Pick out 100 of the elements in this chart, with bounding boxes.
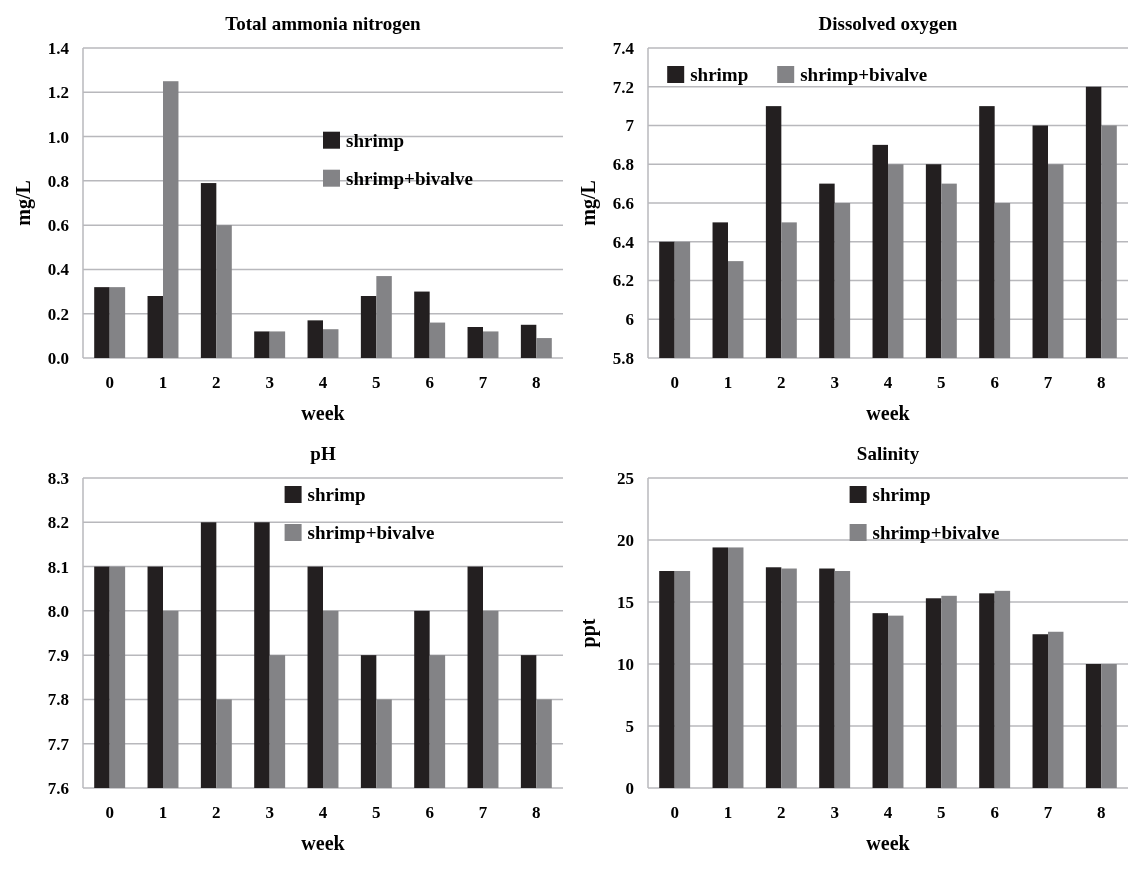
y-tick-label: 6.6 (612, 193, 634, 213)
legend-label: shrimp (307, 484, 366, 506)
bar (467, 327, 483, 358)
bar (429, 322, 446, 358)
bar (1085, 664, 1102, 788)
x-tick-label: 8 (532, 803, 541, 822)
bar (376, 276, 392, 358)
x-tick-label: 7 (1043, 803, 1053, 822)
bar (712, 547, 728, 788)
bar (109, 287, 126, 358)
chart-title: Salinity (856, 443, 920, 464)
bar (872, 613, 888, 788)
chart-title: Dissolved oxygen (818, 13, 958, 34)
bar (414, 291, 430, 358)
x-tick-label: 2 (777, 803, 786, 822)
bar (659, 571, 675, 788)
y-tick-label: 10 (617, 654, 634, 674)
y-tick-label: 0.0 (47, 348, 69, 368)
legend-label: shrimp+bivalve (346, 167, 473, 189)
bar (925, 598, 942, 788)
bar (994, 590, 1011, 788)
legend-label: shrimp+bivalve (307, 522, 435, 544)
bar (147, 296, 163, 358)
x-tick-label: 7 (478, 803, 488, 822)
y-axis-title: ppt (577, 618, 600, 648)
y-tick-label: 0.4 (47, 260, 70, 280)
y-tick-label: 1.0 (47, 127, 69, 147)
legend-label: shrimp (346, 129, 405, 151)
x-tick-label: 2 (212, 373, 221, 392)
x-tick-label: 7 (478, 373, 488, 392)
x-tick-label: 6 (990, 373, 999, 392)
bar (520, 324, 537, 358)
y-tick-label: 7.8 (47, 690, 69, 710)
y-tick-label: 7.7 (47, 734, 70, 754)
y-tick-label: 0.8 (47, 171, 69, 191)
bar (483, 331, 499, 358)
x-tick-label: 1 (723, 803, 733, 822)
y-tick-label: 8.0 (47, 601, 69, 621)
x-tick-label: 2 (777, 373, 786, 392)
x-tick-label: 1 (158, 803, 168, 822)
x-tick-label: 3 (265, 373, 274, 392)
y-tick-label: 8.2 (47, 513, 69, 533)
bar (834, 571, 851, 788)
legend-label: shrimp (872, 484, 931, 506)
y-tick-label: 6 (625, 310, 634, 330)
chart-title: pH (310, 443, 336, 464)
x-tick-label: 5 (372, 373, 381, 392)
y-tick-label: 6.2 (612, 271, 634, 291)
chart-title: Total ammonia nitrogen (225, 13, 422, 34)
x-tick-label: 5 (372, 803, 381, 822)
y-tick-label: 7.9 (47, 646, 69, 666)
x-axis-title: week (301, 832, 346, 854)
x-tick-label: 7 (1043, 373, 1053, 392)
legend-label: shrimp+bivalve (800, 64, 928, 86)
x-tick-label: 8 (1097, 373, 1106, 392)
y-tick-label: 7 (625, 116, 635, 136)
x-tick-label: 0 (670, 373, 679, 392)
y-tick-label: 5.8 (612, 348, 634, 368)
y-tick-label: 0.2 (47, 304, 69, 324)
x-tick-label: 4 (883, 803, 893, 822)
y-tick-label: 20 (617, 530, 634, 550)
bar (94, 287, 110, 358)
x-tick-label: 2 (212, 803, 221, 822)
bar (163, 81, 179, 358)
x-tick-label: 5 (937, 803, 946, 822)
y-tick-label: 25 (617, 468, 634, 488)
y-tick-label: 7.2 (612, 77, 634, 97)
bar (819, 568, 835, 788)
x-axis-title: week (301, 402, 346, 424)
x-tick-label: 6 (990, 803, 999, 822)
x-tick-label: 8 (532, 373, 541, 392)
x-tick-label: 0 (105, 803, 114, 822)
legend-label: shrimp+bivalve (872, 522, 1000, 544)
y-tick-label: 5 (625, 716, 634, 736)
bar (941, 595, 957, 788)
x-tick-label: 3 (265, 803, 274, 822)
bar (323, 329, 339, 358)
bar (200, 183, 217, 358)
x-tick-label: 6 (425, 373, 434, 392)
x-axis-title: week (866, 402, 911, 424)
y-tick-label: 6.8 (612, 155, 634, 175)
x-tick-label: 4 (318, 373, 328, 392)
bar (254, 331, 270, 358)
bar (269, 331, 286, 358)
bar (765, 567, 782, 788)
bar (888, 615, 904, 788)
y-tick-label: 8.3 (47, 468, 69, 488)
x-tick-label: 0 (670, 803, 679, 822)
x-tick-label: 8 (1097, 803, 1106, 822)
bar (728, 547, 744, 788)
x-tick-label: 6 (425, 803, 434, 822)
x-tick-label: 1 (158, 373, 168, 392)
bar (674, 571, 691, 788)
bar (781, 568, 797, 788)
bar (360, 296, 377, 358)
y-tick-label: 6.4 (612, 232, 635, 252)
bar (979, 593, 995, 788)
y-tick-label: 1.4 (47, 38, 70, 58)
y-tick-label: 1.2 (47, 83, 69, 103)
bar (1101, 664, 1117, 788)
